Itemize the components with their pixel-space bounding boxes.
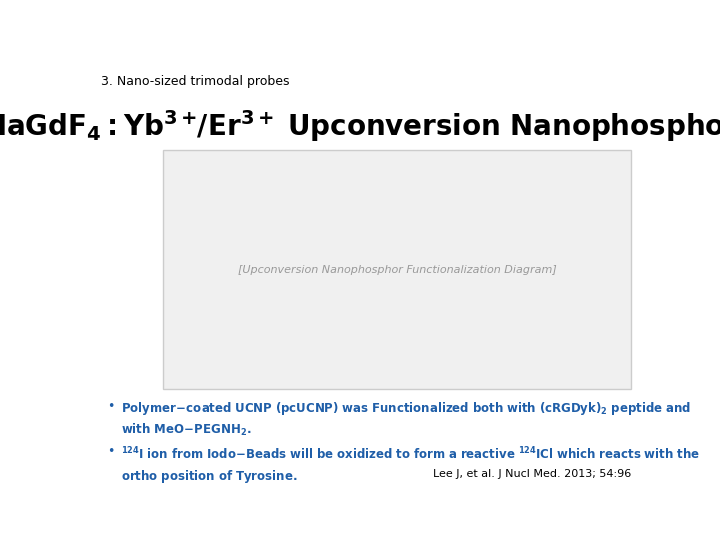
Text: [Upconversion Nanophosphor Functionalization Diagram]: [Upconversion Nanophosphor Functionaliza…	[238, 265, 557, 274]
Text: $\bf{ortho\ position\ of\ Tyrosine.}$: $\bf{ortho\ position\ of\ Tyrosine.}$	[121, 468, 297, 485]
Text: $\mathbf{NaGdF_4{:}Yb^{3+}\!/Er^{3+}\ Upconversion\ Nanophosphors}$: $\mathbf{NaGdF_4{:}Yb^{3+}\!/Er^{3+}\ Up…	[0, 109, 720, 144]
Text: •: •	[107, 400, 114, 413]
Text: •: •	[107, 446, 114, 458]
Text: $\bf{Polymer\!-\!coated\ UCNP\ (pcUCNP)\ was\ Functionalized\ both\ with\ (cRGDy: $\bf{Polymer\!-\!coated\ UCNP\ (pcUCNP)\…	[121, 400, 690, 416]
Text: $\bf{with\ MeO\!-\!PEGNH_2.}$: $\bf{with\ MeO\!-\!PEGNH_2.}$	[121, 422, 251, 438]
Text: 3. Nano-sized trimodal probes: 3. Nano-sized trimodal probes	[101, 75, 289, 88]
Bar	[163, 150, 631, 389]
Text: $\bf{{}^{124}I\ ion\ from\ Iodo\!-\!Beads\ will\ be\ oxidized\ to\ form\ a\ reac: $\bf{{}^{124}I\ ion\ from\ Iodo\!-\!Bead…	[121, 446, 700, 462]
Text: Lee J, et al. J Nucl Med. 2013; 54:96: Lee J, et al. J Nucl Med. 2013; 54:96	[433, 469, 631, 478]
